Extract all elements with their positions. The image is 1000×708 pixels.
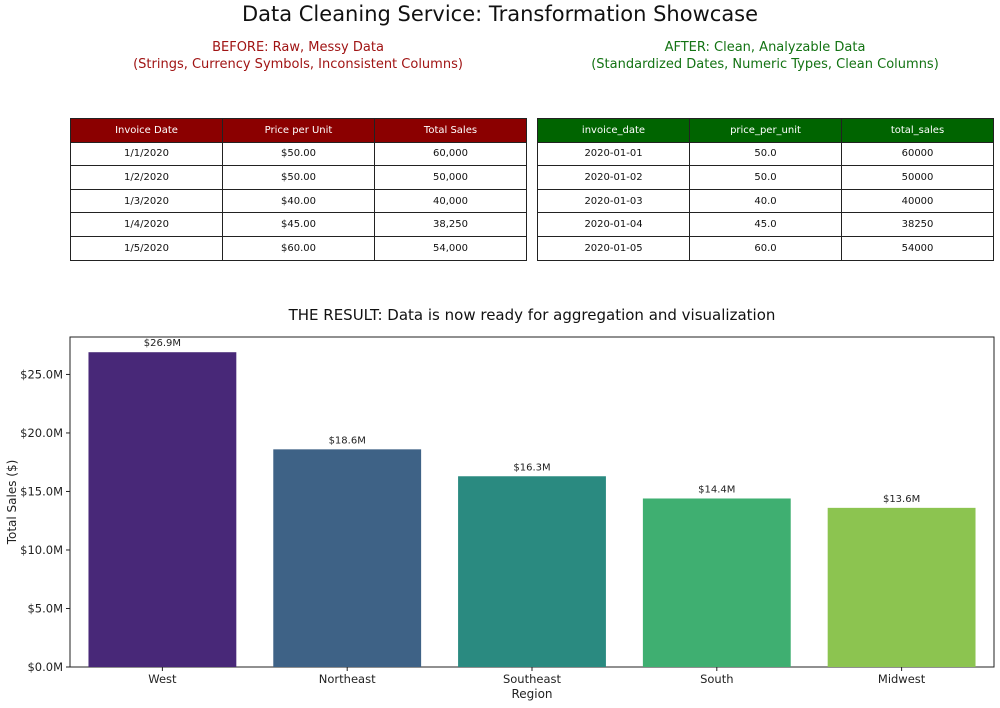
bar — [273, 449, 422, 667]
table-cell: $60.00 — [222, 235, 375, 261]
column-header: Invoice Date — [70, 118, 223, 143]
table-cell: 60.0 — [689, 235, 842, 261]
column-header: total_sales — [841, 118, 994, 143]
table-cell: 2020-01-03 — [537, 188, 690, 214]
table-cell: 1/2/2020 — [70, 165, 223, 190]
table-cell: 1/5/2020 — [70, 235, 223, 261]
y-tick-label: $5.0M — [27, 601, 63, 615]
table-cell: 1/4/2020 — [70, 212, 223, 237]
y-tick-label: $25.0M — [20, 367, 63, 381]
table-header-row: Invoice Date Price per Unit Total Sales — [70, 118, 527, 143]
table-row: 2020-01-03 40.0 40000 — [537, 188, 994, 214]
before-heading-line1: BEFORE: Raw, Messy Data — [212, 40, 384, 55]
table-cell: 54000 — [841, 235, 994, 261]
table-cell: 60000 — [841, 141, 994, 167]
after-heading-line1: AFTER: Clean, Analyzable Data — [664, 40, 866, 55]
bar-value-label: $16.3M — [513, 462, 550, 473]
before-heading: BEFORE: Raw, Messy Data (Strings, Curren… — [68, 39, 528, 73]
table-cell: $45.00 — [222, 212, 375, 237]
before-heading-line2: (Strings, Currency Symbols, Inconsistent… — [133, 57, 463, 72]
column-header: Total Sales — [374, 118, 527, 143]
x-axis-label: Region — [511, 687, 552, 701]
chart-title: THE RESULT: Data is now ready for aggreg… — [288, 306, 776, 324]
after-table: invoice_date price_per_unit total_sales … — [537, 118, 994, 261]
table-cell: 38,250 — [374, 212, 527, 237]
y-tick-label: $10.0M — [20, 543, 63, 557]
table-row: 1/5/2020 $60.00 54,000 — [70, 235, 527, 261]
column-header: invoice_date — [537, 118, 690, 143]
table-row: 1/3/2020 $40.00 40,000 — [70, 188, 527, 214]
table-row: 2020-01-05 60.0 54000 — [537, 235, 994, 261]
bar — [88, 352, 237, 667]
bar — [642, 498, 791, 667]
bar — [458, 476, 606, 667]
table-header-row: invoice_date price_per_unit total_sales — [537, 118, 994, 143]
table-row: 1/4/2020 $45.00 38,250 — [70, 212, 527, 237]
y-tick-label: $20.0M — [20, 426, 63, 440]
table-cell: $50.00 — [222, 141, 375, 167]
page-title: Data Cleaning Service: Transformation Sh… — [241, 2, 759, 26]
table-cell: 40.0 — [689, 188, 842, 214]
y-axis-label: Total Sales ($) — [5, 460, 19, 546]
y-tick-label: $0.0M — [27, 660, 63, 674]
table-cell: 2020-01-04 — [537, 212, 690, 237]
after-heading-line2: (Standardized Dates, Numeric Types, Clea… — [591, 57, 939, 72]
table-cell: 38250 — [841, 212, 994, 237]
after-heading: AFTER: Clean, Analyzable Data (Standardi… — [535, 39, 995, 73]
y-tick-label: $15.0M — [20, 484, 63, 498]
table-cell: $40.00 — [222, 188, 375, 214]
bar-value-label: $26.9M — [144, 338, 181, 349]
table-row: 1/2/2020 $50.00 50,000 — [70, 165, 527, 190]
x-tick-label: West — [148, 672, 177, 686]
table-cell: 2020-01-05 — [537, 235, 690, 261]
before-table: Invoice Date Price per Unit Total Sales … — [70, 118, 527, 261]
bar — [827, 507, 976, 667]
column-header: Price per Unit — [222, 118, 375, 143]
bar-value-label: $14.4M — [698, 484, 735, 495]
x-tick-label: Midwest — [878, 672, 926, 686]
column-header: price_per_unit — [689, 118, 842, 143]
table-cell: 50,000 — [374, 165, 527, 190]
table-cell: 54,000 — [374, 235, 527, 261]
x-tick-label: Northeast — [319, 672, 376, 686]
table-row: 2020-01-04 45.0 38250 — [537, 212, 994, 237]
bar-value-label: $13.6M — [883, 494, 920, 505]
x-tick-label: Southeast — [503, 672, 562, 686]
x-tick-label: South — [700, 672, 733, 686]
bar-value-label: $18.6M — [329, 435, 366, 446]
